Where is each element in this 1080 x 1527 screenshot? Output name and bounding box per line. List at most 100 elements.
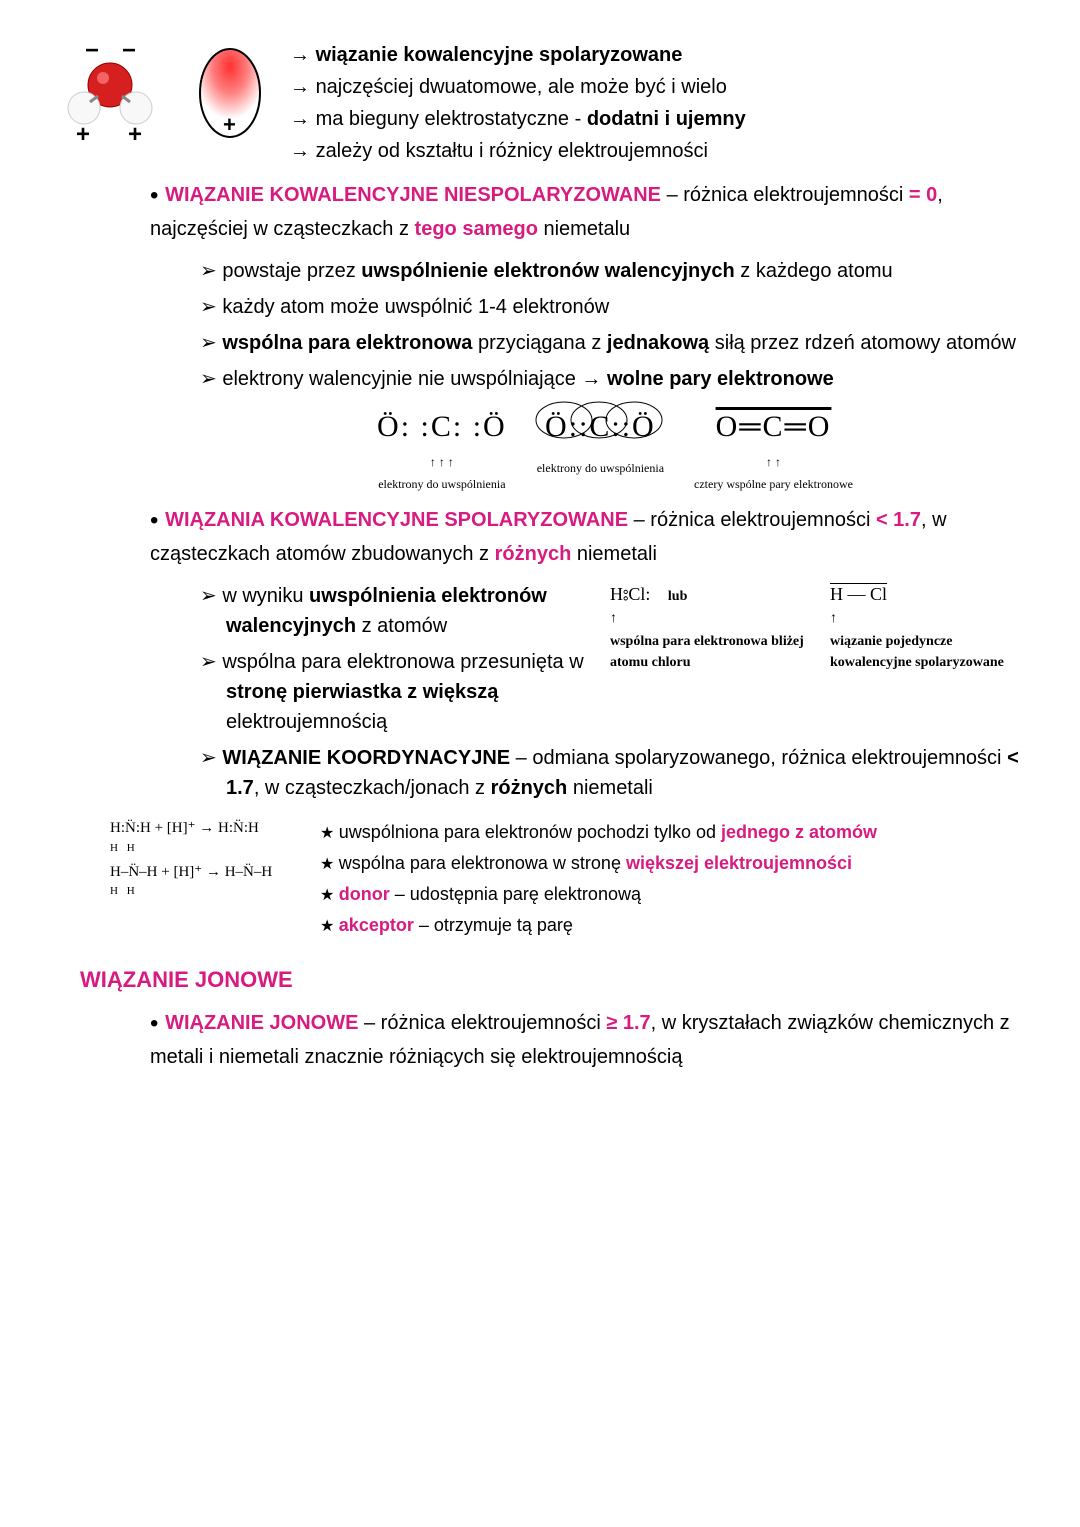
heading-polar: WIĄZANIA KOWALENCYJNE SPOLARYZOWANE (165, 509, 628, 531)
text: – udostępnia parę elektronową (390, 884, 641, 904)
caption: elektrony do uwspólnienia (537, 459, 664, 477)
text: najczęściej dwuatomowe, ale może być i w… (316, 76, 727, 98)
text: w wyniku (222, 585, 309, 607)
heading-coordinate: WIĄZANIE KOORDYNACYJNE (222, 747, 510, 769)
star-item: donor – udostępnia parę elektronową (320, 881, 1030, 908)
minus-sign: − (122, 40, 136, 64)
text: donor (339, 884, 390, 904)
text: niemetali (567, 777, 653, 799)
text: zależy od kształtu i różnicy elektroujem… (316, 140, 708, 162)
sub-item: elektrony walencyjnie nie uwspólniające … (200, 364, 1030, 394)
text: jednego z atomów (721, 822, 877, 842)
text: siłą przez rdzeń atomowy atomów (709, 332, 1016, 354)
heading-nonpolar: WIĄZANIE KOWALENCYJNE NIESPOLARYZOWANE (165, 184, 661, 206)
sub-item: wspólna para elektronowa przyciągana z j… (200, 328, 1030, 358)
text: elektroujemnością (226, 711, 387, 733)
bullet-ionic: WIĄZANIE JONOWE – różnica elektroujemnoś… (150, 1006, 1030, 1072)
heading-ionic-inline: WIĄZANIE JONOWE (165, 1012, 358, 1034)
formula: O═C═O (694, 404, 853, 449)
coordinate-bond-row: H:N̈:H + [H]⁺ → H:N̈:H H H H–N̈–H + [H]⁺… (110, 819, 1030, 949)
nonpolar-sublist: powstaje przez uwspólnienie elektronów w… (200, 256, 1030, 394)
arrow: ↑ (830, 608, 1030, 629)
polar-bond-intro-list: wiązanie kowalencyjne spolaryzowane najc… (290, 40, 1030, 168)
text: – różnica elektroujemności (628, 509, 876, 531)
text: niemetalu (538, 218, 630, 240)
plus-sign: + (223, 112, 236, 137)
arrow-item: ma bieguny elektrostatyczne - dodatni i … (290, 104, 1030, 134)
plus-sign: + (128, 121, 142, 148)
text: – odmiana spolaryzowanego, różnica elekt… (510, 747, 1007, 769)
minus-sign: − (85, 40, 99, 64)
text: przyciągana z (472, 332, 607, 354)
water-molecule-figure: − − + + (50, 40, 170, 150)
text: = 0 (909, 184, 937, 206)
text: akceptor (339, 915, 414, 935)
top-intro-row: − − + + + wiązanie kowalencyjne spolaryz… (50, 40, 1030, 168)
hcl-cell-1: H⦂Cl: lub ↑ wspólna para elektronowa bli… (610, 581, 810, 673)
text: wiązanie kowalencyjne spolaryzowane (316, 44, 683, 66)
text: uwspólnienie elektronów walencyjnych (361, 260, 734, 282)
sub-item: WIĄZANIE KOORDYNACYJNE – odmiana spolary… (200, 743, 1030, 803)
polarized-oval-figure: + (190, 45, 270, 145)
text: ≥ 1.7 (606, 1012, 650, 1034)
text: elektrony walencyjnie nie uwspólniające … (222, 368, 607, 390)
sub-item: powstaje przez uwspólnienie elektronów w… (200, 256, 1030, 286)
plus-sign: + (76, 121, 90, 148)
text: uwspólniona para elektronów pochodzi tyl… (339, 822, 721, 842)
hcl-figure: H⦂Cl: lub ↑ wspólna para elektronowa bli… (610, 581, 1030, 673)
arrow-item: wiązanie kowalencyjne spolaryzowane (290, 40, 1030, 70)
text: dodatni i ujemny (587, 108, 746, 130)
star-item: akceptor – otrzymuje tą parę (320, 912, 1030, 939)
co2-block-3: O═C═O ↑ ↑ cztery wspólne pary elektronow… (694, 404, 853, 493)
text: powstaje przez (222, 260, 361, 282)
text: stronę pierwiastka z większą (226, 681, 498, 703)
text: – otrzymuje tą parę (414, 915, 573, 935)
bullet-nonpolar: WIĄZANIE KOWALENCYJNE NIESPOLARYZOWANE –… (150, 178, 1030, 244)
text: niemetali (571, 543, 657, 565)
formula: H⦂Cl: (610, 584, 650, 604)
equation-sub: H H (110, 884, 310, 898)
equation: H–N̈–H + [H]⁺ → H–N̈–H (110, 863, 310, 883)
co2-block-1: Ö: :C: :Ö ↑ ↑ ↑ elektrony do uwspólnieni… (377, 404, 507, 493)
equation: H:N̈:H + [H]⁺ → H:N̈:H (110, 819, 310, 839)
formula: Ö: :C: :Ö (377, 404, 507, 449)
arrow-item: zależy od kształtu i różnicy elektroujem… (290, 136, 1030, 166)
arrow: ↑ (610, 608, 810, 629)
text: większej elektroujemności (626, 853, 852, 873)
caption: cztery wspólne pary elektronowe (694, 475, 853, 493)
venn-overlay (529, 400, 669, 440)
text: każdy atom może uwspólnić 1-4 elektronów (222, 296, 609, 318)
sub-item: każdy atom może uwspólnić 1-4 elektronów (200, 292, 1030, 322)
text: różnych (495, 543, 572, 565)
bullet-polar: WIĄZANIA KOWALENCYJNE SPOLARYZOWANE – ró… (150, 503, 1030, 569)
hcl-cell-2: H — Cl ↑ wiązanie pojedyncze kowalencyjn… (830, 581, 1030, 673)
arrows: ↑ ↑ ↑ (377, 453, 507, 471)
coordinate-star-list: uwspólniona para elektronów pochodzi tyl… (320, 819, 1030, 943)
star-item: uwspólniona para elektronów pochodzi tyl… (320, 819, 1030, 846)
text: z każdego atomu (735, 260, 893, 282)
text: < 1.7 (876, 509, 921, 531)
arrows: ↑ ↑ (694, 453, 853, 471)
star-item: wspólna para elektronowa w stronę większ… (320, 850, 1030, 877)
text: lub (668, 589, 687, 604)
text: różnych (491, 777, 568, 799)
ammonium-figure: H:N̈:H + [H]⁺ → H:N̈:H H H H–N̈–H + [H]⁺… (110, 819, 310, 907)
arrow-item: najczęściej dwuatomowe, ale może być i w… (290, 72, 1030, 102)
text: jednakową (607, 332, 709, 354)
text: z atomów (356, 615, 447, 637)
text: wspólna para elektronowa przesunięta w (222, 651, 583, 673)
text: wolne pary elektronowe (607, 368, 834, 390)
heading-ionic: WIĄZANIE JONOWE (80, 963, 1030, 996)
text: wspólna para elektronowa w stronę (339, 853, 626, 873)
caption: wspólna para elektronowa bliżej atomu ch… (610, 631, 810, 673)
text: – różnica elektroujemności (358, 1012, 606, 1034)
co2-lewis-figure: Ö: :C: :Ö ↑ ↑ ↑ elektrony do uwspólnieni… (200, 404, 1030, 493)
text: – różnica elektroujemności (661, 184, 909, 206)
co2-block-2: Ö::C::Ö elektrony do uwspólnienia (537, 404, 664, 493)
text: , w cząsteczkach/jonach z (254, 777, 491, 799)
text: ma bieguny elektrostatyczne - (316, 108, 587, 130)
caption: elektrony do uwspólnienia (377, 475, 507, 493)
text: wspólna para elektronowa (222, 332, 472, 354)
caption: wiązanie pojedyncze kowalencyjne spolary… (830, 631, 1030, 673)
equation-sub: H H (110, 841, 310, 855)
